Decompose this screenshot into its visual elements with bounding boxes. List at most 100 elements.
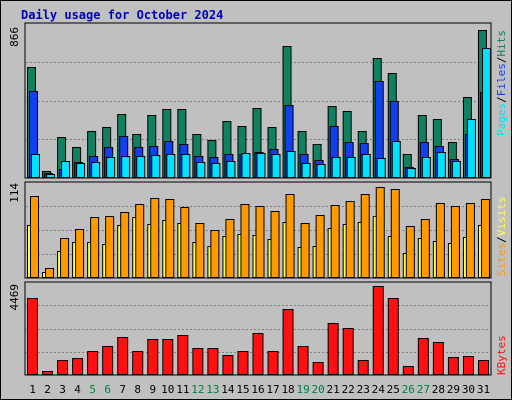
kbytes-bar [357, 360, 369, 375]
day-label: 3 [59, 383, 66, 396]
day-label: 19 [296, 383, 309, 396]
sites-bar [165, 199, 175, 278]
pages-bar [346, 157, 356, 178]
day-label: 25 [387, 383, 400, 396]
pages-bar [376, 158, 386, 178]
chart-bars [27, 30, 491, 375]
pages-bar [331, 157, 341, 178]
legend-pages-files-hits: Pages/Files/Hits [495, 30, 508, 136]
pages-bar [406, 168, 416, 178]
sites-bar [30, 196, 39, 278]
pages-bar [286, 151, 296, 178]
pages-bar [196, 162, 206, 178]
kbytes-bar [102, 346, 114, 375]
pages-bar [151, 155, 161, 178]
pages-bar [361, 154, 371, 178]
pages-bar [436, 152, 446, 178]
day-label: 11 [176, 383, 189, 396]
day-label: 12 [191, 383, 204, 396]
pages-bar [31, 154, 40, 178]
sites-bar [360, 194, 370, 278]
legend-pages-files-hits-part: / [495, 96, 508, 103]
pages-bar [46, 174, 56, 178]
legend-kbytes: KBytes [495, 335, 508, 375]
sites-bar [105, 216, 115, 278]
sites-bar [195, 223, 205, 278]
pages-bar [481, 48, 491, 178]
sites-bar [465, 203, 475, 278]
kbytes-bar [252, 333, 264, 375]
day-label: 9 [149, 383, 156, 396]
sites-bar [90, 217, 100, 278]
sites-bar [180, 207, 190, 278]
pages-bar [136, 156, 146, 178]
sites-bar [345, 201, 355, 278]
day-label: 7 [119, 383, 126, 396]
day-label: 5 [89, 383, 96, 396]
pages-bar [271, 154, 281, 178]
kbytes-bar [177, 335, 189, 375]
graph-title: Daily usage for October 2024 [21, 8, 224, 22]
legend-sites-visits-part: / [495, 236, 508, 243]
kbytes-bar [87, 351, 99, 375]
pages-bar [76, 163, 86, 178]
legend-kbytes-part: KBytes [495, 335, 508, 375]
kbytes-bar [72, 358, 84, 375]
kbytes-bar [342, 328, 354, 375]
kbytes-bar [462, 356, 474, 375]
sites-bar [315, 215, 325, 278]
pages-bar [301, 163, 311, 178]
panel-1-max-label: 866 [8, 27, 21, 47]
legend-sites-visits-part: Visits [495, 197, 508, 237]
pages-bar [241, 153, 251, 178]
kbytes-bar [42, 371, 54, 375]
day-label: 28 [432, 383, 445, 396]
sites-bar [120, 212, 130, 278]
day-label: 18 [281, 383, 294, 396]
panel-3-max-label: 4469 [8, 284, 21, 311]
sites-bar [300, 223, 310, 278]
kbytes-bar [372, 286, 384, 375]
day-label: 29 [447, 383, 460, 396]
sites-bar [75, 229, 85, 278]
pages-bar [226, 161, 236, 178]
day-label: 10 [161, 383, 174, 396]
day-label: 14 [221, 383, 235, 396]
kbytes-bar [27, 298, 38, 375]
day-label: 22 [342, 383, 355, 396]
kbytes-bar [147, 339, 159, 375]
kbytes-bar [402, 366, 414, 375]
pages-bar [61, 161, 71, 178]
day-label: 30 [462, 383, 475, 396]
sites-bar [135, 204, 145, 278]
chart-text: 8661144469Pages/Files/HitsSites/VisitsKB… [8, 27, 508, 396]
day-label: 20 [312, 383, 325, 396]
day-label: 21 [327, 383, 340, 396]
day-label: 6 [104, 383, 111, 396]
day-label: 17 [266, 383, 279, 396]
sites-bar [405, 226, 415, 278]
day-label: 15 [236, 383, 249, 396]
legend-pages-files-hits-part: Pages [495, 103, 508, 136]
pages-bar [91, 162, 101, 178]
kbytes-bar [327, 323, 339, 375]
sites-bar [435, 203, 445, 278]
kbytes-bar [312, 362, 324, 375]
kbytes-bar [477, 360, 489, 375]
day-label: 4 [74, 383, 81, 396]
kbytes-bar [222, 355, 234, 375]
chart-panels [24, 22, 492, 376]
day-label: 16 [251, 383, 264, 396]
sites-bar [225, 219, 235, 278]
day-label: 1 [29, 383, 36, 396]
sites-bar [45, 268, 55, 278]
pages-bar [451, 161, 461, 178]
day-label: 13 [206, 383, 219, 396]
day-label: 31 [477, 383, 490, 396]
kbytes-bar [297, 346, 309, 375]
pages-bar [106, 157, 116, 178]
kbytes-bar [162, 339, 174, 375]
sites-bar [420, 219, 430, 278]
sites-bar [375, 187, 385, 278]
sites-bar [390, 189, 400, 278]
